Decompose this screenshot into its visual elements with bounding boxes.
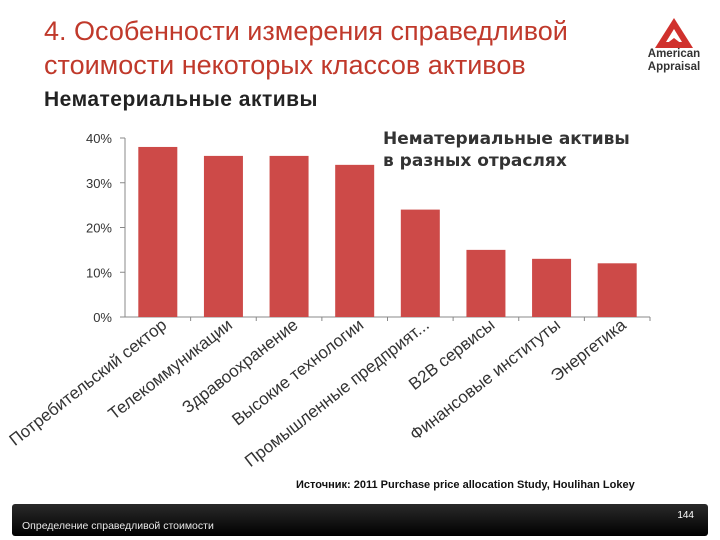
- bar-chart: 0%10%20%30%40%Потребительский секторТеле…: [6, 131, 651, 471]
- triangle-a-icon: [655, 18, 693, 48]
- bar: [532, 258, 572, 317]
- logo-text: American Appraisal: [637, 48, 711, 74]
- y-tick-label: 10%: [86, 265, 112, 280]
- source-note: Источник: 2011 Purchase price allocation…: [296, 479, 635, 491]
- footer: Определение справедливой стоимости 144: [0, 498, 720, 540]
- chart-title-line-2: в разных отраслях: [383, 151, 567, 171]
- x-tick-label: Здравоохранение: [179, 315, 302, 417]
- bar: [597, 263, 637, 317]
- y-tick-label: 0%: [93, 310, 112, 325]
- bar: [466, 249, 506, 317]
- y-tick-label: 20%: [86, 221, 112, 236]
- y-tick-label: 40%: [86, 131, 112, 146]
- bar: [203, 155, 243, 317]
- page-subtitle: Нематериальные активы: [44, 88, 318, 111]
- footer-bar: Определение справедливой стоимости 144: [12, 504, 708, 536]
- bar: [269, 155, 309, 317]
- bar: [138, 146, 178, 317]
- logo-line-2: Appraisal: [647, 61, 701, 73]
- bar: [400, 209, 440, 317]
- page-title: 4. Особенности измерения справедливой ст…: [44, 16, 568, 80]
- page-number: 144: [677, 510, 694, 521]
- chart-title: Нематериальные активы в разных отраслях: [383, 128, 630, 172]
- logo-line-1: American: [647, 48, 701, 60]
- footer-text: Определение справедливой стоимости: [22, 520, 214, 532]
- y-tick-label: 30%: [86, 176, 112, 191]
- bar: [335, 164, 375, 317]
- x-tick-label: Телекоммуникации: [105, 315, 236, 423]
- chart-title-line-1: Нематериальные активы: [383, 129, 630, 149]
- company-logo: American Appraisal: [637, 16, 711, 82]
